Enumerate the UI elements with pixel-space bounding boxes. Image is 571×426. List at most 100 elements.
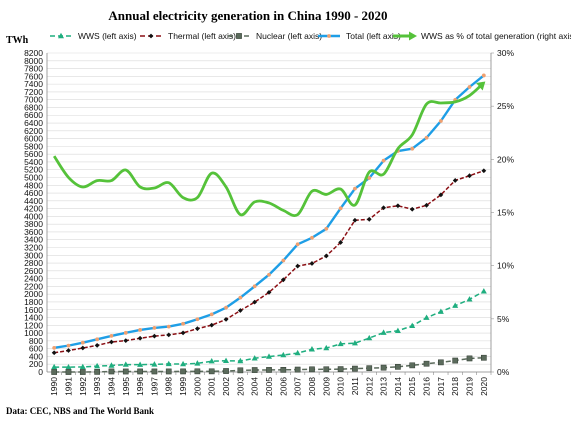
data-point (438, 192, 444, 198)
data-point (237, 357, 244, 364)
data-point (295, 263, 301, 269)
y-left-tick-label: 3600 (24, 227, 43, 237)
data-point (338, 240, 344, 245)
data-point (266, 353, 272, 359)
data-point (438, 119, 443, 123)
data-point (366, 365, 373, 372)
x-tick-label: 1998 (164, 377, 174, 396)
x-tick-label: 2012 (364, 377, 374, 396)
y-left-tick-label: 2200 (24, 281, 43, 291)
data-point (381, 158, 386, 163)
data-point (424, 135, 429, 140)
data-point (323, 366, 330, 373)
series-triangle (51, 288, 487, 370)
legend-item: WWS (left axis) (50, 31, 137, 41)
y-left-tick-label: 7800 (24, 64, 43, 74)
y-left-tick-label: 5000 (24, 172, 43, 182)
y-left-tick-label: 6000 (24, 134, 43, 144)
x-tick-label: 1996 (135, 377, 145, 396)
data-point (123, 330, 128, 335)
data-point (58, 32, 64, 39)
data-point (151, 361, 158, 367)
y-left-tick-label: 2000 (24, 289, 43, 299)
x-tick-label: 2017 (436, 377, 446, 396)
data-point (108, 362, 115, 368)
x-tick-label: 1991 (63, 377, 73, 396)
data-point (52, 345, 57, 350)
data-point (51, 350, 57, 356)
legend-item: Nuclear (left axis) (228, 31, 322, 41)
data-point (137, 368, 143, 375)
y-left-tick-label: 4400 (24, 196, 43, 206)
y-axis-unit: TWh (6, 35, 29, 46)
x-tick-label: 2001 (207, 377, 217, 396)
data-point (280, 277, 286, 283)
y-left-tick-label: 800 (29, 336, 43, 346)
data-point (395, 203, 401, 209)
data-point (281, 258, 286, 263)
data-point (194, 368, 201, 375)
data-point (423, 360, 430, 367)
y-left-tick-label: 3000 (24, 250, 43, 260)
x-tick-label: 2004 (250, 377, 260, 396)
data-point (394, 327, 401, 333)
data-point (79, 363, 86, 370)
data-point (424, 202, 429, 208)
y-right-tick-label: 10% (497, 261, 514, 271)
x-tick-label: 2013 (379, 377, 389, 396)
series-square (51, 354, 487, 375)
data-point (224, 305, 228, 310)
y-left-tick-label: 7200 (24, 87, 43, 97)
y-right-tick-label: 15% (497, 208, 514, 218)
data-point (481, 73, 486, 78)
data-point (94, 342, 100, 348)
data-point (51, 363, 58, 370)
data-point (409, 322, 416, 329)
y-left-tick-label: 200 (29, 359, 43, 369)
data-point (108, 368, 115, 375)
x-tick-label: 2018 (450, 377, 460, 396)
data-point (380, 329, 387, 335)
y-left-tick-label: 3200 (24, 243, 43, 253)
series-layer (51, 73, 487, 375)
series-line (52, 81, 485, 217)
x-tick-label: 2007 (293, 377, 303, 396)
data-point (337, 366, 344, 372)
data-point (294, 366, 301, 373)
data-point (208, 358, 215, 364)
data-point (152, 325, 157, 330)
y-left-tick-label: 8200 (24, 48, 43, 58)
data-point (223, 368, 229, 374)
y-left-tick-label: 7400 (24, 79, 43, 89)
data-point (467, 173, 472, 179)
axes: 0200400600800100012001400160018002000220… (24, 48, 514, 396)
y-left-tick-label: 4800 (24, 180, 43, 190)
series-diamond (51, 168, 487, 356)
data-point (237, 367, 244, 374)
y-right-tick-label: 5% (497, 314, 510, 324)
x-tick-label: 1993 (92, 377, 102, 396)
y-left-tick-label: 1800 (24, 297, 43, 307)
data-point (195, 317, 200, 322)
data-point (80, 340, 85, 345)
data-point (409, 362, 416, 369)
data-point (280, 351, 287, 358)
data-point (252, 299, 258, 305)
data-point (481, 168, 487, 174)
x-tick-label: 2000 (192, 377, 202, 396)
data-point (410, 146, 415, 151)
data-point (151, 368, 158, 375)
x-tick-label: 2008 (307, 377, 317, 396)
y-right-tick-label: 20% (497, 154, 514, 164)
y-left-tick-label: 0 (38, 367, 43, 377)
data-point (480, 354, 487, 361)
data-point (138, 328, 142, 332)
legend-arrowhead (409, 31, 417, 41)
y-right-tick-label: 30% (497, 48, 514, 58)
y-left-tick-label: 2400 (24, 274, 43, 284)
data-point (123, 338, 129, 344)
data-point (353, 186, 357, 191)
data-point (395, 363, 401, 370)
x-tick-label: 1997 (149, 377, 159, 396)
data-point (351, 339, 358, 346)
